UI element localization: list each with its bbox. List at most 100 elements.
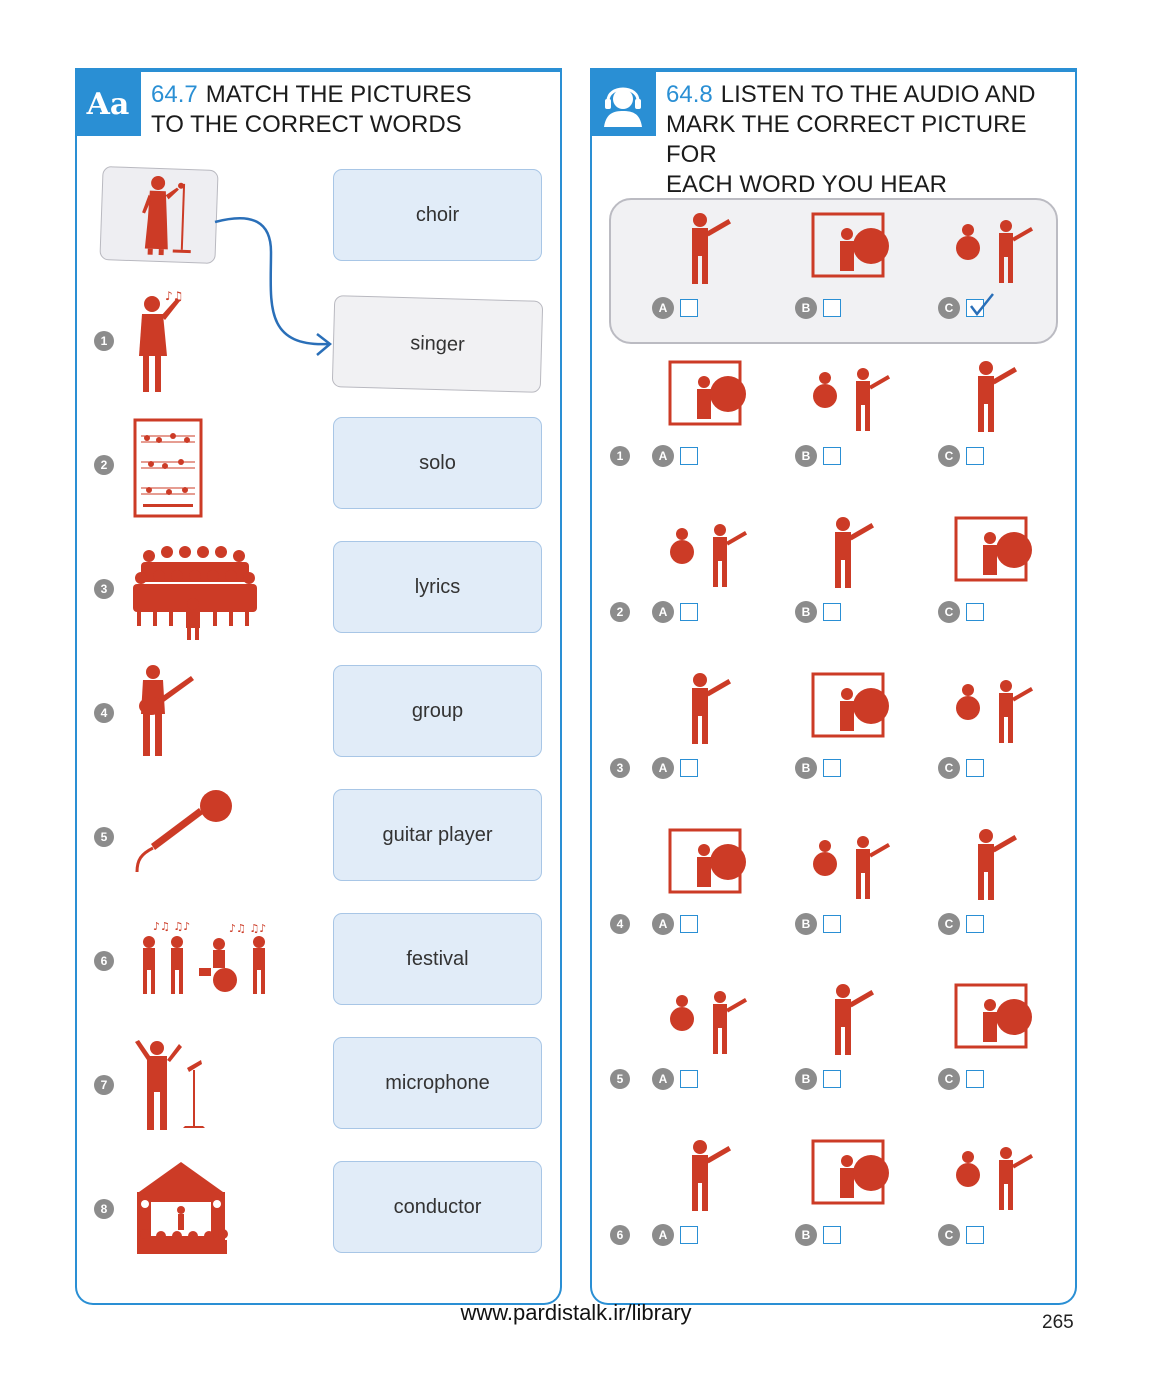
row-3-option-b[interactable]: B (795, 757, 841, 779)
row-4-option-b[interactable]: B (795, 913, 841, 935)
picture-number-2: 2 (94, 455, 114, 475)
option-letter: A (652, 445, 674, 467)
conductor-with-stand-icon (135, 1040, 205, 1130)
row-5-option-c-illustration (954, 983, 1032, 1049)
row-number-6: 6 (610, 1225, 630, 1245)
answer-checkbox[interactable] (966, 447, 984, 465)
band-icon: ♪♫ ♫♪ ♪♫ ♫♪ (143, 920, 266, 994)
option-letter: A (652, 913, 674, 935)
exercise-64-7-panel: Aa 64.7 MATCH THE PICTURES TO THE CORRECT… (75, 68, 562, 1305)
heading-line-3: EACH WORD YOU HEAR (666, 171, 947, 198)
exercise-number: 64.8 (666, 81, 713, 108)
row-1-option-b[interactable]: B (795, 445, 841, 467)
word-box-choir[interactable]: choir (333, 169, 542, 261)
answer-checkbox[interactable] (680, 915, 698, 933)
answer-checkbox[interactable] (823, 603, 841, 621)
answer-checkbox[interactable] (823, 1226, 841, 1244)
answer-checkbox[interactable] (823, 1070, 841, 1088)
answer-checkbox[interactable] (966, 1070, 984, 1088)
heading-line-2: MARK THE CORRECT PICTURE FOR (666, 111, 1027, 168)
row-5-option-a[interactable]: A (652, 1068, 698, 1090)
footer-url[interactable]: www.pardistalk.ir/library (460, 1300, 692, 1325)
checkmark-icon (970, 293, 994, 316)
row-4-option-c-illustration (978, 829, 1018, 900)
option-letter: C (938, 297, 960, 319)
row-2-option-b[interactable]: B (795, 601, 841, 623)
example-option-a-illustration (692, 213, 732, 284)
row-1-option-a[interactable]: A (652, 445, 698, 467)
word-box-guitar-player[interactable]: guitar player (333, 789, 542, 881)
row-5-option-b-illustration (835, 984, 875, 1055)
option-letter: C (938, 757, 960, 779)
row-2-option-c[interactable]: C (938, 601, 984, 623)
word-box-conductor[interactable]: conductor (333, 1161, 542, 1253)
picture-number-7: 7 (94, 1075, 114, 1095)
row-6-option-b[interactable]: B (795, 1224, 841, 1246)
heading-line-2: TO THE CORRECT WORDS (151, 111, 462, 138)
option-letter: B (795, 445, 817, 467)
row-4-option-b-illustration (813, 836, 891, 899)
option-letter: A (652, 1068, 674, 1090)
exercise-number: 64.7 (151, 81, 198, 108)
word-box-festival[interactable]: festival (333, 913, 542, 1005)
word-box-solo[interactable]: solo (333, 417, 542, 509)
row-1-option-c[interactable]: C (938, 445, 984, 467)
answer-checkbox[interactable] (966, 1226, 984, 1244)
headphones-person-icon (590, 72, 656, 136)
row-2-option-a-illustration (670, 524, 748, 587)
example-option-b[interactable]: B (795, 297, 841, 319)
vocabulary-badge: Aa (75, 72, 141, 136)
row-6-option-a[interactable]: A (652, 1224, 698, 1246)
row-6-option-c-illustration (956, 1147, 1034, 1210)
row-4-option-a[interactable]: A (652, 913, 698, 935)
example-option-a[interactable]: A (652, 297, 698, 319)
answer-checkbox[interactable] (823, 447, 841, 465)
row-5-option-a-illustration (670, 991, 748, 1054)
word-box-microphone[interactable]: microphone (333, 1037, 542, 1129)
answer-checkbox[interactable] (966, 603, 984, 621)
picture-number-1: 1 (94, 331, 114, 351)
row-number-4: 4 (610, 914, 630, 934)
row-2-option-c-illustration (954, 516, 1032, 582)
row-number-1: 1 (610, 446, 630, 466)
answer-checkbox[interactable] (823, 915, 841, 933)
svg-text:♪♫ ♫♪: ♪♫ ♫♪ (229, 922, 266, 935)
answer-checkbox[interactable] (680, 1226, 698, 1244)
row-3-option-a[interactable]: A (652, 757, 698, 779)
row-4-option-c[interactable]: C (938, 913, 984, 935)
option-letter: C (938, 1068, 960, 1090)
word-box-group[interactable]: group (333, 665, 542, 757)
svg-text:♪♫ ♫♪: ♪♫ ♫♪ (153, 920, 190, 933)
answer-checkbox[interactable] (823, 759, 841, 777)
option-letter: B (795, 1224, 817, 1246)
answer-checkbox[interactable] (966, 915, 984, 933)
picture-number-5: 5 (94, 827, 114, 847)
option-letter: A (652, 601, 674, 623)
answer-checkbox[interactable] (680, 447, 698, 465)
answer-checkbox[interactable] (680, 1070, 698, 1088)
answer-checkbox[interactable] (680, 299, 698, 317)
picture-number-8: 8 (94, 1199, 114, 1219)
row-3-option-c[interactable]: C (938, 757, 984, 779)
picture-number-6: 6 (94, 951, 114, 971)
answer-checkbox[interactable] (966, 759, 984, 777)
option-letter: B (795, 1068, 817, 1090)
example-option-c[interactable]: C (938, 293, 994, 319)
word-box-lyrics[interactable]: lyrics (333, 541, 542, 633)
example-picture-card (99, 166, 219, 264)
option-letter: A (652, 757, 674, 779)
option-letter: B (795, 297, 817, 319)
row-5-option-c[interactable]: C (938, 1068, 984, 1090)
answer-checkbox[interactable] (680, 603, 698, 621)
exercise-64-8-heading: 64.8 LISTEN TO THE AUDIO AND MARK THE COR… (666, 80, 1076, 200)
option-letter: C (938, 1224, 960, 1246)
answer-checkbox[interactable] (680, 759, 698, 777)
answer-checkbox[interactable] (823, 299, 841, 317)
exercise-64-8-panel: 64.8 LISTEN TO THE AUDIO AND MARK THE COR… (590, 68, 1077, 1305)
answer-checkbox[interactable] (966, 293, 994, 317)
word-box-singer[interactable]: singer (331, 295, 544, 393)
row-6-option-c[interactable]: C (938, 1224, 984, 1246)
row-6-option-a-illustration (692, 1140, 732, 1211)
row-2-option-a[interactable]: A (652, 601, 698, 623)
row-5-option-b[interactable]: B (795, 1068, 841, 1090)
